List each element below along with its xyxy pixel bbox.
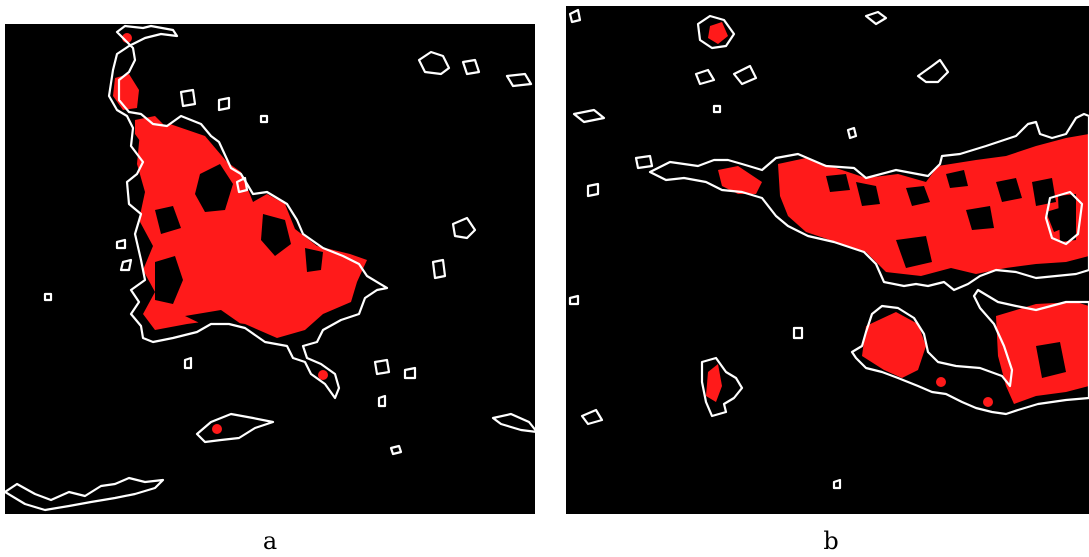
coastline (377, 394, 387, 408)
segmentation-image-b (566, 6, 1089, 514)
unmatched-area (1058, 194, 1076, 242)
coastline (115, 238, 127, 250)
segmentation-image-a (5, 24, 535, 514)
detected-region (137, 124, 367, 338)
coastline (195, 412, 275, 444)
coastline (43, 292, 53, 302)
coastline (572, 108, 606, 124)
unmatched-area (155, 206, 181, 234)
coastline (5, 476, 165, 512)
unmatched-area (946, 170, 968, 188)
unmatched-area (856, 182, 880, 206)
coastline (107, 24, 389, 400)
coastline (792, 326, 804, 340)
coastline (712, 104, 722, 114)
unmatched-area (1036, 342, 1066, 378)
segmentation-map-a (5, 24, 535, 512)
unmatched-area (155, 256, 183, 304)
segmentation-map-b (568, 8, 1089, 490)
coastline (694, 68, 716, 86)
coastline (846, 126, 858, 140)
detected-region (718, 166, 762, 194)
unmatched-area (966, 206, 994, 230)
unmatched-area (195, 164, 233, 212)
coastline (864, 10, 888, 26)
panel-caption-a: a (262, 527, 278, 555)
coastline (696, 14, 736, 50)
coastline (183, 356, 193, 370)
coastline (235, 176, 249, 194)
coastline (461, 58, 481, 76)
coastline (259, 114, 269, 124)
coastline (586, 182, 600, 198)
detected-region (936, 377, 946, 387)
detected-region (706, 364, 722, 402)
coastline (568, 294, 580, 306)
detected-region (708, 22, 728, 44)
detected-region (212, 424, 222, 434)
unmatched-area (826, 174, 850, 192)
unmatched-area (896, 236, 932, 268)
unmatched-area (1032, 178, 1056, 206)
coastline (417, 50, 451, 76)
coastline (179, 88, 197, 108)
coastline (1044, 190, 1084, 246)
coastline (505, 72, 533, 88)
detected-region (113, 74, 139, 110)
coastline (491, 412, 535, 433)
detected-region (983, 397, 993, 407)
coastline (373, 358, 391, 376)
coastline (700, 356, 744, 418)
coastline (634, 154, 654, 170)
coastline (832, 478, 842, 490)
detected-region (778, 134, 1089, 276)
detected-region (862, 312, 926, 378)
coastline (850, 288, 1089, 416)
coastline (580, 408, 604, 426)
coastline (403, 366, 417, 380)
unmatched-area (906, 186, 930, 206)
coastline (916, 58, 950, 84)
unmatched-area (305, 248, 323, 272)
detected-region (318, 370, 328, 380)
coastline (389, 444, 403, 456)
coastline (119, 258, 133, 272)
coastline (648, 112, 1089, 292)
coastline (451, 216, 477, 240)
coastline (568, 8, 582, 24)
coastline (732, 64, 758, 86)
coastline (431, 258, 447, 280)
unmatched-area (996, 178, 1022, 202)
panel-caption-b: b (823, 527, 839, 555)
coastline (217, 96, 231, 112)
unmatched-area (261, 214, 291, 256)
